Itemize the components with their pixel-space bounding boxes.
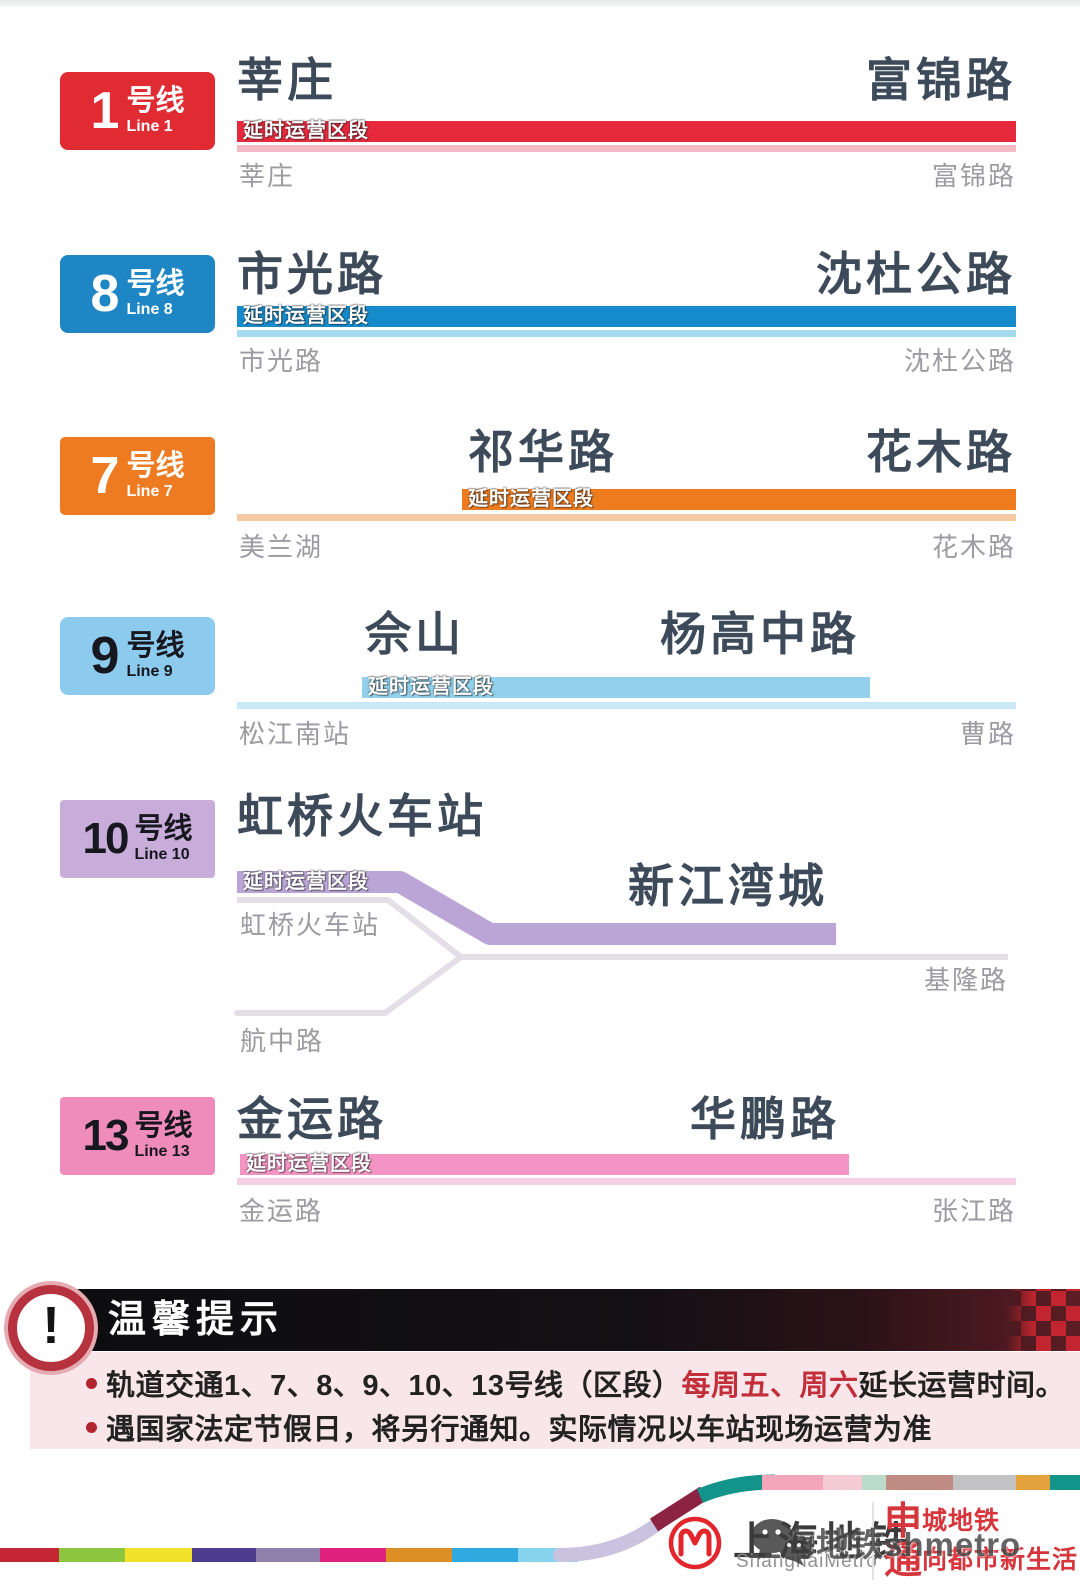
line7-station-right: 花木路 [866, 427, 1016, 478]
line8-terminus-right: 沈杜公路 [903, 346, 1016, 376]
slogan-rest-2: 向都市新生活 [922, 1546, 1079, 1574]
watermark: 上海地铁shmetro [748, 1518, 1021, 1566]
ribbon-curve-lavender [553, 1515, 667, 1562]
line13-station-right: 华鹏路 [690, 1094, 840, 1145]
line10-terminus-right: 基隆路 [923, 965, 1008, 995]
line7-suffix: 号线 [126, 450, 185, 482]
line8-suffix: 号线 [126, 268, 185, 300]
ribbon-curve-maroon [649, 1486, 709, 1532]
line10-branch-thin-line [234, 954, 464, 1016]
line8-badge: 8 号线 Line 8 [60, 255, 215, 333]
line1-station-left: 莘庄 [237, 55, 337, 106]
line9-terminus-left: 松江南站 [239, 719, 352, 749]
line10-trunk-thin-line [237, 897, 1008, 960]
checker-pattern [1006, 1289, 1080, 1351]
line13-number: 13 [82, 1111, 130, 1160]
notice-bullet-1: 轨道交通1、7、8、9、10、13号线（区段） 每周五、周六 延长运营时间。 [86, 1362, 1065, 1404]
line13-station-left: 金运路 [237, 1094, 387, 1145]
slogan-bigchar-1: 申 [884, 1500, 923, 1543]
line8-station-right: 沈杜公路 [816, 249, 1016, 300]
line7-number: 7 [90, 447, 120, 505]
line1-station-right: 富锦路 [866, 55, 1016, 106]
shanghai-metro-logo-icon [668, 1516, 722, 1570]
line1-extended-bar [237, 121, 1016, 142]
line10-station-right: 新江湾城 [628, 861, 828, 912]
wechat-icon [751, 1519, 809, 1566]
line1-badge: 1 号线 Line 1 [60, 72, 215, 150]
line7-segment-label: 延时运营区段 [468, 488, 594, 510]
line9-station-left: 佘山 [365, 609, 465, 660]
line7-extended-bar [462, 489, 1016, 510]
footer-divider [872, 1502, 874, 1580]
line13-badge: 13 号线 Line 13 [60, 1097, 215, 1175]
line7-full-line [237, 514, 1016, 521]
warning-icon: ! [8, 1285, 94, 1371]
line1-terminus-left: 莘庄 [239, 161, 296, 191]
line13-full-line [237, 1178, 1016, 1185]
line9-terminus-right: 曹路 [959, 719, 1016, 749]
line7-badge: 7 号线 Line 7 [60, 437, 215, 515]
footer-ribbon [0, 1474, 1080, 1562]
line13-suffix: 号线 [134, 1110, 193, 1142]
line9-suffix: 号线 [126, 630, 185, 662]
line9-extended-bar [362, 677, 870, 698]
line10-badge: 10 号线 Line 10 [60, 800, 215, 878]
line13-terminus-left: 金运路 [239, 1196, 324, 1226]
line7-terminus-right: 花木路 [931, 532, 1016, 562]
line1-sub: Line 1 [126, 118, 173, 135]
line10-number: 10 [82, 814, 130, 863]
line7-sub: Line 7 [126, 483, 173, 500]
line1-segment-label: 延时运营区段 [243, 120, 369, 142]
line8-extended-bar [237, 306, 1016, 327]
slogan-rest-1: 城地铁 [922, 1507, 1001, 1535]
line7-terminus-left: 美兰湖 [239, 532, 324, 562]
line9-number: 9 [90, 627, 120, 685]
line10-terminus-left: 虹桥火车站 [240, 910, 381, 940]
notice-title: 温馨提示 [108, 1299, 285, 1341]
footer-slogan: 申 城地铁 通 向都市新生活 [884, 1502, 1078, 1580]
line7-station-left: 祁华路 [468, 427, 618, 478]
notice-header-bar: 温馨提示 [76, 1289, 1080, 1351]
line9-sub: Line 9 [126, 663, 173, 680]
line1-number: 1 [90, 82, 120, 140]
notice-bullet-2: 遇国家法定节假日，将另行通知。实际情况以车站现场运营为准 [86, 1406, 932, 1448]
line8-station-left: 市光路 [237, 249, 387, 300]
brand-subtitle: ShanghaiMetro [736, 1551, 878, 1572]
line13-terminus-right: 张江路 [931, 1196, 1016, 1226]
line9-segment-label: 延时运营区段 [368, 676, 494, 698]
line9-badge: 9 号线 Line 9 [60, 617, 215, 695]
line13-sub: Line 13 [134, 1143, 190, 1160]
top-edge-strip [0, 0, 1080, 7]
line8-terminus-left: 市光路 [239, 346, 324, 376]
ribbon-top-row [762, 1475, 1080, 1490]
line10-station-left: 虹桥火车站 [237, 791, 487, 842]
line8-full-line [237, 330, 1016, 337]
line9-full-line [237, 702, 1016, 709]
line10-sub: Line 10 [134, 846, 190, 863]
line1-suffix: 号线 [126, 85, 185, 117]
ribbon-bottom-row [0, 1548, 578, 1562]
line8-number: 8 [90, 265, 120, 323]
line13-segment-label: 延时运营区段 [246, 1153, 372, 1175]
line9-station-right: 杨高中路 [660, 609, 860, 660]
line10-branch-terminus: 航中路 [240, 1026, 325, 1056]
notice-body: 轨道交通1、7、8、9、10、13号线（区段） 每周五、周六 延长运营时间。 遇国家… [30, 1352, 1080, 1449]
line8-segment-label: 延时运营区段 [243, 305, 369, 327]
line10-segment-label: 延时运营区段 [243, 871, 369, 893]
line1-terminus-right: 富锦路 [931, 161, 1016, 191]
slogan-bigchar-2: 通 [884, 1539, 923, 1582]
line10-branch-diagram [234, 871, 1008, 1016]
line1-full-line [237, 145, 1016, 152]
line10-extended-bar [237, 871, 836, 945]
line10-suffix: 号线 [134, 813, 193, 845]
line8-sub: Line 8 [126, 301, 173, 318]
line13-extended-bar [240, 1154, 849, 1175]
